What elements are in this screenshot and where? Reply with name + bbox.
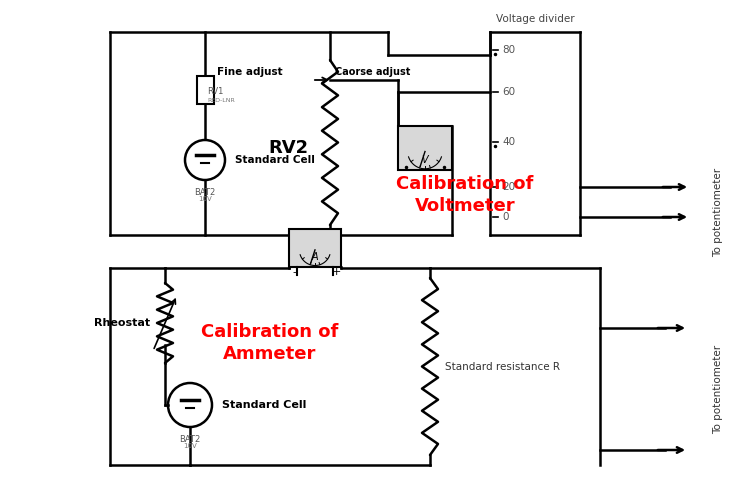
Text: 0: 0 [502,212,509,222]
Text: 40: 40 [502,137,515,147]
Bar [196,76,214,104]
Text: -: - [292,267,296,277]
Bar [398,126,452,170]
Text: To potentiometer: To potentiometer [713,344,723,434]
Text: Rheostat: Rheostat [94,318,150,328]
Text: BAT2: BAT2 [194,188,216,197]
Text: RED-LNR: RED-LNR [207,98,235,102]
Text: 20: 20 [502,182,515,192]
Text: 80: 80 [502,45,515,55]
Text: To potentiometer: To potentiometer [713,168,723,256]
Text: +: + [332,267,340,277]
Text: Caorse adjust: Caorse adjust [335,67,410,77]
Text: RV2: RV2 [268,139,308,157]
Text: Standard Cell: Standard Cell [222,400,306,410]
Text: Calibration of
Voltmeter: Calibration of Voltmeter [396,175,534,215]
Text: Voltage divider: Voltage divider [496,14,574,24]
Text: A: A [312,252,318,262]
Text: Fine adjust: Fine adjust [217,67,283,77]
Text: Standard Cell: Standard Cell [235,155,315,165]
Text: 60: 60 [502,87,515,97]
Text: 10V: 10V [198,196,211,202]
Text: RV1: RV1 [207,88,224,96]
Bar [289,229,341,267]
Text: Calibration of
Ammeter: Calibration of Ammeter [201,323,339,363]
Text: V: V [422,156,428,166]
Text: BAT2: BAT2 [179,435,201,444]
Text: Standard resistance R: Standard resistance R [445,362,560,372]
Text: 10V: 10V [183,443,196,449]
